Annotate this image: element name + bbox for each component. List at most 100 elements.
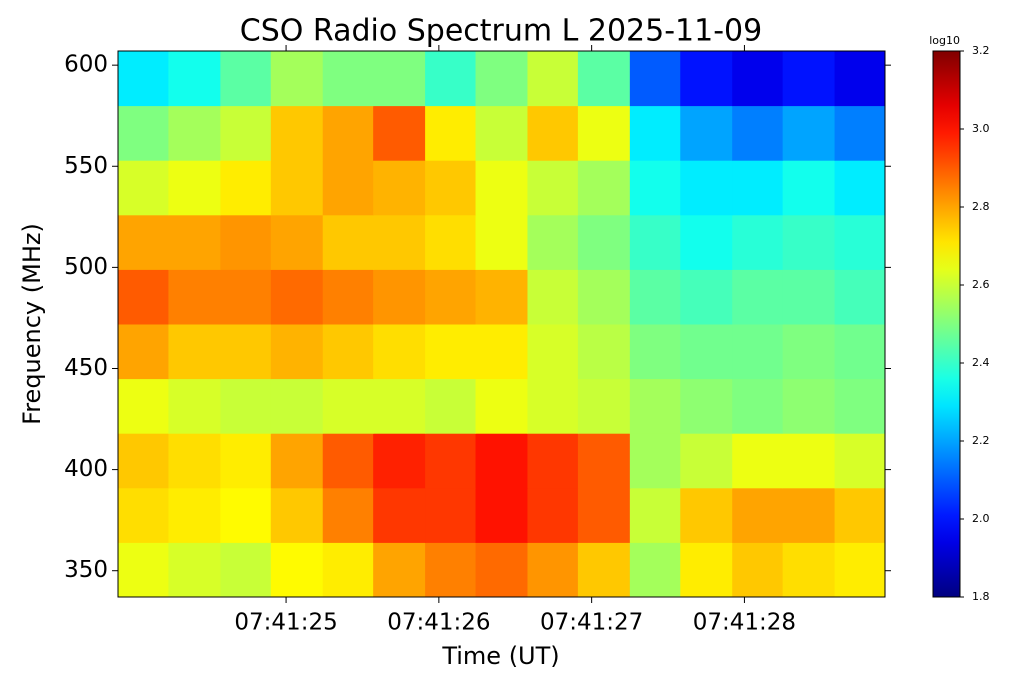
heatmap-cell <box>322 433 374 489</box>
heatmap-cell <box>322 487 374 543</box>
heatmap-cell <box>680 378 733 434</box>
heatmap-cell <box>629 51 681 107</box>
x-tick-label: 07:41:28 <box>693 610 796 636</box>
heatmap-cell <box>732 160 784 216</box>
heatmap-cell <box>527 269 579 325</box>
y-tick-label: 600 <box>64 52 108 78</box>
heatmap-cell <box>270 105 324 161</box>
heatmap-cell <box>168 542 221 598</box>
heatmap-cell <box>527 51 579 107</box>
heatmap-cell <box>782 214 836 270</box>
heatmap-cell <box>782 487 836 543</box>
heatmap-cell <box>168 487 221 543</box>
colorbar-tick-label: 3.2 <box>972 44 990 57</box>
heatmap-cell <box>577 433 631 489</box>
x-tick-label: 07:41:27 <box>540 610 643 636</box>
heatmap-cell <box>527 214 579 270</box>
y-tick-label: 450 <box>64 355 108 381</box>
heatmap-cell <box>373 269 426 325</box>
heatmap-cell <box>270 214 324 270</box>
heatmap-cell <box>270 269 324 325</box>
heatmap-cell <box>425 433 477 489</box>
heatmap-cell <box>782 542 836 598</box>
y-axis-label: Frequency (MHz) <box>18 223 46 425</box>
x-axis-label: Time (UT) <box>441 642 559 670</box>
heatmap-cell <box>118 542 169 598</box>
heatmap-cell <box>782 324 836 380</box>
colorbar <box>932 50 961 598</box>
heatmap-cell <box>527 378 579 434</box>
heatmap-cell <box>629 105 681 161</box>
heatmap-cell <box>168 269 221 325</box>
colorbar-tick-label: 2.6 <box>972 278 990 291</box>
heatmap-cell <box>168 160 221 216</box>
heatmap-cell <box>118 51 169 107</box>
heatmap-cell <box>834 160 886 216</box>
heatmap-cell <box>118 105 169 161</box>
heatmap-cell <box>270 160 324 216</box>
heatmap-cell <box>732 433 784 489</box>
heatmap-cell <box>425 487 477 543</box>
heatmap-cell <box>527 433 579 489</box>
heatmap-cell <box>270 487 324 543</box>
heatmap-cell <box>168 214 221 270</box>
heatmap-cell <box>475 160 528 216</box>
heatmap-cell <box>527 105 579 161</box>
heatmap-cell <box>577 214 631 270</box>
heatmap-cell <box>680 324 733 380</box>
heatmap-cell <box>834 105 886 161</box>
heatmap-cell <box>629 487 681 543</box>
heatmap-cell <box>373 51 426 107</box>
heatmap-cell <box>220 51 272 107</box>
heatmap-cell <box>425 105 477 161</box>
heatmap-cell <box>732 269 784 325</box>
heatmap-cell <box>782 160 836 216</box>
heatmap-cell <box>322 51 374 107</box>
heatmap-cell <box>680 269 733 325</box>
heatmap-cell <box>782 433 836 489</box>
heatmap-cell <box>475 487 528 543</box>
heatmap-cell <box>782 378 836 434</box>
heatmap-cell <box>425 269 477 325</box>
heatmap-cell <box>425 378 477 434</box>
heatmap-cell <box>680 487 733 543</box>
heatmap-cell <box>118 214 169 270</box>
heatmap-cell <box>475 378 528 434</box>
heatmap-cell <box>220 542 272 598</box>
heatmap-cell <box>270 433 324 489</box>
heatmap-cell <box>373 433 426 489</box>
heatmap-cell <box>270 324 324 380</box>
heatmap-cell <box>834 269 886 325</box>
heatmap-cell <box>834 324 886 380</box>
heatmap-cell <box>322 214 374 270</box>
heatmap-cell <box>425 324 477 380</box>
heatmap-cell <box>220 433 272 489</box>
heatmap-cell <box>629 542 681 598</box>
heatmap-cell <box>629 269 681 325</box>
heatmap-cell <box>732 487 784 543</box>
heatmap-cell <box>680 542 733 598</box>
heatmap-cell <box>577 160 631 216</box>
heatmap-cell <box>527 160 579 216</box>
heatmap-cell <box>680 214 733 270</box>
colorbar-tick-label: 2.8 <box>972 200 990 213</box>
heatmap-cell <box>168 51 221 107</box>
heatmap-cell <box>475 214 528 270</box>
colorbar-tick-label: 2.0 <box>972 512 990 525</box>
heatmap-cell <box>577 487 631 543</box>
heatmap-cell <box>373 105 426 161</box>
heatmap-cell <box>629 378 681 434</box>
heatmap-cell <box>270 542 324 598</box>
heatmap-cell <box>475 51 528 107</box>
heatmap-cell <box>373 542 426 598</box>
heatmap-cell <box>782 105 836 161</box>
heatmap-cell <box>220 269 272 325</box>
heatmap-cell <box>270 51 324 107</box>
y-tick-label: 400 <box>64 456 108 482</box>
x-tick-label: 07:41:26 <box>387 610 490 636</box>
heatmap-cell <box>322 160 374 216</box>
colorbar-label: log10 <box>929 34 960 47</box>
colorbar-tick-label: 1.8 <box>972 590 990 603</box>
heatmap-cell <box>220 214 272 270</box>
heatmap-cell <box>629 160 681 216</box>
